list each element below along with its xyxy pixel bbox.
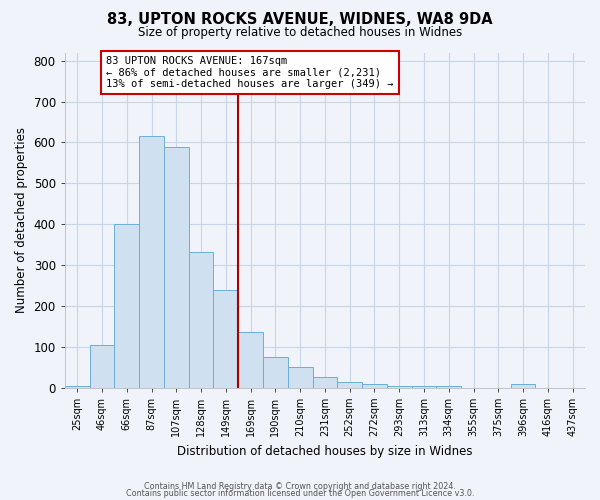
Bar: [511, 384, 535, 388]
Y-axis label: Number of detached properties: Number of detached properties: [15, 127, 28, 313]
Bar: [89, 344, 115, 388]
Bar: [115, 224, 139, 388]
Bar: [387, 386, 412, 388]
Text: Size of property relative to detached houses in Widnes: Size of property relative to detached ho…: [138, 26, 462, 39]
Bar: [188, 252, 214, 388]
Bar: [436, 386, 461, 388]
Text: 83, UPTON ROCKS AVENUE, WIDNES, WA8 9DA: 83, UPTON ROCKS AVENUE, WIDNES, WA8 9DA: [107, 12, 493, 28]
Bar: [337, 382, 362, 388]
Bar: [362, 384, 387, 388]
Bar: [288, 367, 313, 388]
Bar: [164, 146, 188, 388]
Bar: [313, 378, 337, 388]
Text: 83 UPTON ROCKS AVENUE: 167sqm
← 86% of detached houses are smaller (2,231)
13% o: 83 UPTON ROCKS AVENUE: 167sqm ← 86% of d…: [106, 56, 394, 89]
Bar: [263, 357, 288, 388]
Text: Contains HM Land Registry data © Crown copyright and database right 2024.: Contains HM Land Registry data © Crown c…: [144, 482, 456, 491]
Text: Contains public sector information licensed under the Open Government Licence v3: Contains public sector information licen…: [126, 490, 474, 498]
Bar: [238, 332, 263, 388]
Bar: [65, 386, 89, 388]
Bar: [139, 136, 164, 388]
X-axis label: Distribution of detached houses by size in Widnes: Distribution of detached houses by size …: [177, 444, 473, 458]
Bar: [412, 386, 436, 388]
Bar: [214, 290, 238, 388]
